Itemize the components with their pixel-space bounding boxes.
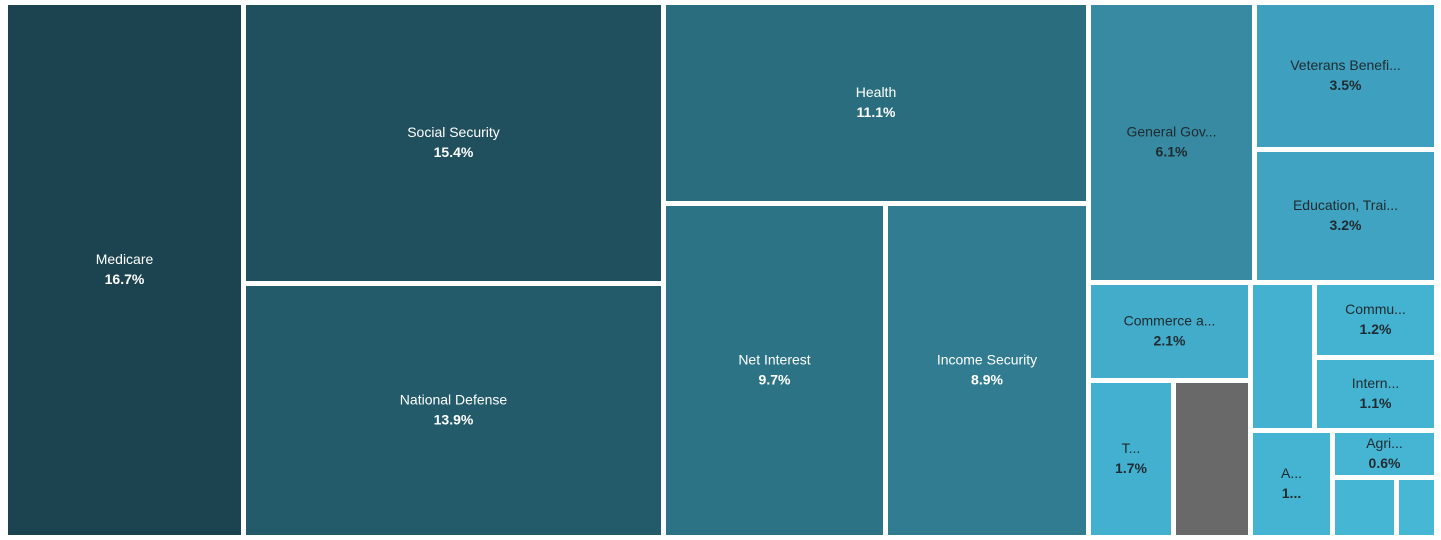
tile-value-general-government: 6.1% — [1156, 144, 1188, 160]
tile-label-transportation: T... — [1122, 440, 1141, 456]
tile-community[interactable]: Commu... 1.2% — [1317, 285, 1434, 355]
tile-value-medicare: 16.7% — [105, 271, 145, 287]
tile-veterans-benefits[interactable]: Veterans Benefi... 3.5% — [1257, 5, 1434, 147]
tile-international[interactable]: Intern... 1.1% — [1317, 360, 1434, 428]
tile-rect-community[interactable] — [1317, 285, 1434, 355]
tile-label-education-training: Education, Trai... — [1293, 197, 1398, 213]
tile-transportation[interactable]: T... 1.7% — [1091, 383, 1171, 535]
tile-rect-international[interactable] — [1317, 360, 1434, 428]
tile-label-international: Intern... — [1352, 375, 1399, 391]
tile-rect-veterans-benefits[interactable] — [1257, 5, 1434, 147]
tile-rect-unlabeled-blue[interactable] — [1253, 285, 1312, 428]
tile-label-income-security: Income Security — [937, 352, 1037, 368]
tile-social-security[interactable]: Social Security 15.4% — [246, 5, 661, 281]
tile-general-government[interactable]: General Gov... 6.1% — [1091, 5, 1252, 280]
tile-value-social-security: 15.4% — [434, 144, 474, 160]
tile-net-interest[interactable]: Net Interest 9.7% — [666, 206, 883, 535]
tile-rect-agriculture[interactable] — [1335, 433, 1434, 475]
tile-label-veterans-benefits: Veterans Benefi... — [1290, 57, 1401, 73]
tile-agriculture[interactable]: Agri... 0.6% — [1335, 433, 1434, 475]
tile-small-a[interactable] — [1335, 480, 1394, 535]
tile-value-health: 11.1% — [857, 104, 896, 120]
tile-label-commerce: Commerce a... — [1124, 313, 1216, 329]
tile-admin[interactable]: A... 1... — [1253, 433, 1330, 535]
tile-rect-commerce[interactable] — [1091, 285, 1248, 378]
tile-value-admin: 1... — [1282, 485, 1301, 501]
tile-commerce[interactable]: Commerce a... 2.1% — [1091, 285, 1248, 378]
tile-rect-admin[interactable] — [1253, 433, 1330, 535]
tile-rect-small-b[interactable] — [1399, 480, 1434, 535]
tile-value-national-defense: 13.9% — [434, 412, 474, 428]
tile-label-social-security: Social Security — [407, 124, 500, 140]
tile-rect-general-government[interactable] — [1091, 5, 1252, 280]
tile-value-income-security: 8.9% — [971, 372, 1003, 388]
tile-medicare[interactable]: Medicare 16.7% — [8, 5, 241, 535]
tile-health[interactable]: Health 11.1% — [666, 5, 1086, 201]
tile-small-b[interactable] — [1399, 480, 1434, 535]
tile-label-net-interest: Net Interest — [738, 352, 810, 368]
tile-rect-medicare[interactable] — [8, 5, 241, 535]
tile-value-transportation: 1.7% — [1115, 460, 1147, 476]
tile-rect-health[interactable] — [666, 5, 1086, 201]
tile-label-community: Commu... — [1345, 301, 1406, 317]
tile-rect-transportation[interactable] — [1091, 383, 1171, 535]
tile-rect-income-security[interactable] — [888, 206, 1086, 535]
tile-rect-net-interest[interactable] — [666, 206, 883, 535]
tile-value-commerce: 2.1% — [1154, 333, 1186, 349]
tile-other-gray[interactable] — [1176, 383, 1248, 535]
tile-national-defense[interactable]: National Defense 13.9% — [246, 286, 661, 535]
tile-rect-education-training[interactable] — [1257, 152, 1434, 280]
tile-rect-small-a[interactable] — [1335, 480, 1394, 535]
tile-rect-other-gray[interactable] — [1176, 383, 1248, 535]
tile-label-national-defense: National Defense — [400, 392, 508, 408]
tile-income-security[interactable]: Income Security 8.9% — [888, 206, 1086, 535]
tile-rect-national-defense[interactable] — [246, 286, 661, 535]
tile-label-agriculture: Agri... — [1366, 435, 1403, 451]
tile-label-admin: A... — [1281, 465, 1302, 481]
tile-value-net-interest: 9.7% — [759, 372, 791, 388]
tile-education-training[interactable]: Education, Trai... 3.2% — [1257, 152, 1434, 280]
tile-label-general-government: General Gov... — [1126, 124, 1216, 140]
tile-label-medicare: Medicare — [96, 251, 154, 267]
tile-rect-social-security[interactable] — [246, 5, 661, 281]
tile-value-veterans-benefits: 3.5% — [1330, 77, 1362, 93]
tile-value-education-training: 3.2% — [1330, 217, 1362, 233]
tile-unlabeled-blue[interactable] — [1253, 285, 1312, 428]
tile-value-agriculture: 0.6% — [1369, 455, 1401, 471]
tile-value-community: 1.2% — [1360, 321, 1392, 337]
tile-value-international: 1.1% — [1360, 395, 1392, 411]
tile-label-health: Health — [856, 84, 896, 100]
